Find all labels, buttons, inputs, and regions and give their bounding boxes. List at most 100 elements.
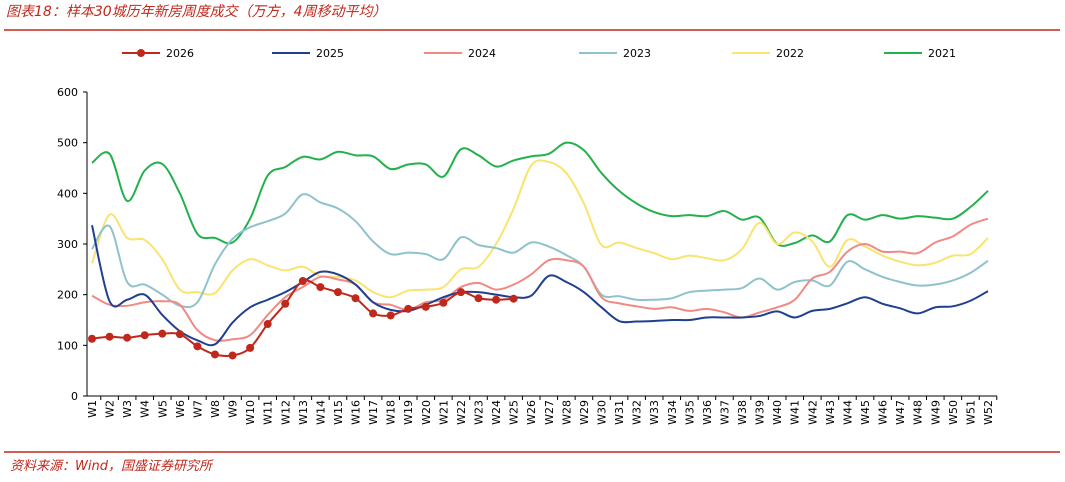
x-tick-label: W11 — [262, 400, 275, 425]
x-tick-label: W1 — [86, 400, 99, 418]
legend-label: 2021 — [928, 47, 956, 60]
x-tick-label: W50 — [947, 400, 960, 425]
x-tick-label: W25 — [508, 400, 521, 425]
legend-label: 2025 — [316, 47, 344, 60]
x-tick-label: W16 — [350, 400, 363, 425]
x-tick-label: W29 — [578, 400, 591, 425]
x-tick-label: W10 — [244, 400, 257, 425]
x-tick-label: W14 — [314, 400, 327, 425]
series-line — [91, 225, 989, 347]
point — [210, 350, 219, 359]
x-tick-label: W52 — [982, 400, 995, 425]
legend-label: 2024 — [468, 47, 496, 60]
x-tick-label: W33 — [648, 400, 661, 425]
x-tick-label: W12 — [279, 400, 292, 425]
x-tick-label: W24 — [490, 400, 503, 425]
point — [456, 288, 465, 297]
series-line — [91, 141, 989, 247]
point — [509, 294, 518, 303]
x-tick-label: W37 — [718, 400, 731, 425]
point — [158, 329, 167, 338]
series-line — [91, 159, 989, 299]
source: 资料来源：Wind，国盛证券研究所 — [10, 458, 214, 474]
legend-marker — [137, 49, 145, 57]
x-tick-label: W35 — [683, 400, 696, 425]
x-tick-label: W23 — [473, 400, 486, 425]
x-tick-label: W17 — [367, 400, 380, 425]
x-tick-label: W19 — [402, 400, 415, 425]
x-tick-label: W36 — [701, 400, 714, 425]
x-tick-label: W8 — [209, 400, 222, 418]
x-tick-label: W46 — [877, 400, 890, 425]
x-tick-label: W32 — [631, 400, 644, 425]
legend-label: 2023 — [623, 47, 651, 60]
point — [298, 276, 307, 285]
x-tick-label: W21 — [437, 400, 450, 425]
point — [439, 298, 448, 307]
x-tick-label: W43 — [824, 400, 837, 425]
x-tick-label: W4 — [139, 400, 152, 418]
point — [246, 343, 255, 352]
point — [123, 333, 132, 342]
x-tick-label: W47 — [894, 400, 907, 425]
x-tick-label: W51 — [964, 400, 977, 425]
x-tick-label: W30 — [595, 400, 608, 425]
x-tick-label: W42 — [806, 400, 819, 425]
point — [193, 342, 202, 351]
y-tick-label: 200 — [57, 289, 78, 302]
x-tick-label: W28 — [560, 400, 573, 425]
legend-label: 2022 — [776, 47, 804, 60]
x-tick-label: W2 — [104, 400, 117, 418]
y-tick-label: 100 — [57, 339, 78, 352]
point — [316, 283, 325, 292]
x-tick-label: W15 — [332, 400, 345, 425]
series-line — [91, 193, 989, 309]
point — [386, 311, 395, 320]
x-tick-label: W22 — [455, 400, 468, 425]
series-line — [91, 279, 514, 358]
point — [105, 332, 114, 341]
point — [175, 330, 184, 339]
x-tick-label: W41 — [789, 400, 802, 425]
chart-title: 图表18：样本30城历年新房周度成交（万方，4周移动平均） — [6, 4, 387, 20]
x-tick-label: W9 — [227, 400, 240, 418]
y-tick-label: 500 — [57, 137, 78, 150]
y-tick-label: 300 — [57, 238, 78, 251]
x-tick-label: W7 — [191, 400, 204, 418]
point — [88, 334, 96, 343]
x-tick-label: W45 — [859, 400, 872, 425]
legend-label: 2026 — [166, 47, 194, 60]
x-tick-label: W40 — [771, 400, 784, 425]
y-tick-label: 400 — [57, 187, 78, 200]
y-tick-label: 600 — [57, 86, 78, 99]
point — [140, 331, 149, 340]
point — [474, 294, 483, 303]
x-tick-label: W13 — [297, 400, 310, 425]
x-tick-label: W5 — [156, 400, 169, 418]
x-tick-label: W49 — [929, 400, 942, 425]
series-line — [91, 217, 989, 342]
x-tick-label: W39 — [754, 400, 767, 425]
x-tick-label: W48 — [912, 400, 925, 425]
point — [228, 351, 237, 360]
x-tick-label: W27 — [543, 400, 556, 425]
x-tick-label: W31 — [613, 400, 626, 425]
point — [333, 288, 342, 297]
x-tick-label: W26 — [525, 400, 538, 425]
point — [421, 302, 430, 311]
x-tick-label: W18 — [385, 400, 398, 425]
point — [263, 320, 272, 329]
x-tick-label: W6 — [174, 400, 187, 418]
x-tick-label: W38 — [736, 400, 749, 425]
x-tick-label: W44 — [841, 400, 854, 425]
x-tick-label: W34 — [666, 400, 679, 425]
point — [492, 295, 501, 304]
x-tick-label: W3 — [121, 400, 134, 418]
point — [351, 294, 360, 303]
y-tick-label: 0 — [71, 390, 78, 403]
point — [404, 304, 413, 313]
point — [369, 309, 378, 318]
point — [281, 299, 290, 308]
x-tick-label: W20 — [420, 400, 433, 425]
